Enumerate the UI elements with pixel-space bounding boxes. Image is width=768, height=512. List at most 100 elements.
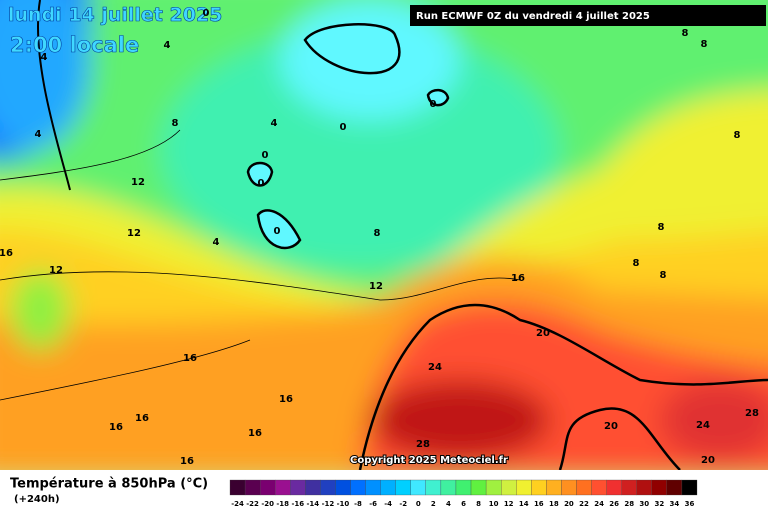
color-swatch	[531, 479, 547, 496]
scale-tick-label: 18	[549, 500, 559, 508]
scale-tick-label: 8	[476, 500, 481, 508]
color-swatch	[305, 479, 321, 496]
color-swatch	[350, 479, 366, 496]
contour-label: 20	[536, 328, 550, 339]
scale-tick-label: 32	[654, 500, 664, 508]
valid-time: 2:00 locale	[10, 33, 139, 57]
run-banner	[410, 5, 766, 26]
contour-label: 4	[35, 129, 42, 140]
color-swatch	[561, 479, 577, 496]
contour-label: 8	[633, 258, 640, 269]
contour-label: 12	[127, 228, 141, 239]
contour-label: 16	[511, 273, 525, 284]
contour-label: 8	[734, 130, 741, 141]
color-swatch	[410, 479, 426, 496]
color-swatch	[244, 479, 261, 496]
scale-tick-label: 28	[624, 500, 634, 508]
contour-label: 0	[274, 226, 281, 237]
contour-label: 8	[701, 39, 708, 50]
scale-tick-label: 0	[416, 500, 421, 508]
scale-tick-label: -12	[322, 500, 335, 508]
color-swatch	[651, 479, 668, 496]
color-swatch	[440, 479, 457, 496]
contour-label: 16	[0, 248, 13, 259]
scale-tick-label: 10	[489, 500, 499, 508]
contours	[0, 0, 768, 471]
color-swatch	[259, 479, 276, 496]
contour-label: 16	[248, 428, 262, 439]
scale-tick-label: -6	[369, 500, 377, 508]
contour-label: 0	[262, 150, 269, 161]
scale-tick-label: 6	[461, 500, 466, 508]
scale-tick-label: -4	[384, 500, 392, 508]
contour-label: 28	[745, 408, 759, 419]
color-swatch	[606, 479, 622, 496]
color-swatch	[576, 479, 592, 496]
contour-label: 0	[258, 178, 265, 189]
scale-tick-label: -18	[276, 500, 289, 508]
scale-tick-label: 36	[685, 500, 695, 508]
contour-labels: 0 4 4 4 8 12 4 0 0 0 0 0 12 4 8 16 12 12 16 20 16 24 16 16 16 16 2…	[0, 8, 759, 467]
scale-tick-label: -8	[354, 500, 362, 508]
contour-label: 4	[213, 237, 220, 248]
scale-tick-label: -10	[337, 500, 350, 508]
color-swatch	[425, 479, 442, 496]
contour-label: 4	[41, 52, 48, 63]
scale-tick-label: 34	[670, 500, 680, 508]
contour-label: 8	[658, 222, 665, 233]
color-swatch	[275, 479, 291, 496]
contour-label: 20	[604, 421, 618, 432]
contour-label: 0	[203, 8, 210, 19]
scale-tick-label: -22	[246, 500, 259, 508]
lead-time: (+240h)	[14, 494, 60, 505]
scale-tick-label: 22	[579, 500, 589, 508]
color-swatch	[365, 479, 381, 496]
color-scale: -24 -22 -20 -18 -16 -14 -12 -10 -8 -6 -4 -2 0 2 4 6 8 10 1…	[229, 479, 698, 508]
contour-label: 20	[701, 455, 715, 466]
contour-label: 4	[271, 118, 278, 129]
contour-label: 0	[340, 122, 347, 133]
scale-tick-label: 26	[609, 500, 619, 508]
color-swatch	[455, 479, 472, 496]
scale-tick-label: 4	[446, 500, 451, 508]
contour-label: 16	[183, 353, 197, 364]
contour-label: 8	[660, 270, 667, 281]
scale-tick-label: -20	[261, 500, 274, 508]
color-swatch	[380, 479, 396, 496]
contour-label: 24	[696, 420, 710, 431]
contour-label: 0	[430, 99, 437, 110]
contour-label: 12	[369, 281, 383, 292]
scale-tick-label: -24	[231, 500, 244, 508]
scale-tick-label: 16	[534, 500, 544, 508]
scale-tick-label: 24	[594, 500, 604, 508]
color-swatch	[666, 479, 683, 496]
color-swatch	[516, 479, 532, 496]
color-swatch	[621, 479, 637, 496]
scale-tick-label: 14	[519, 500, 529, 508]
color-swatch	[229, 479, 246, 496]
color-swatch	[320, 479, 336, 496]
contour-label: 4	[164, 40, 171, 51]
legend-title: Température à 850hPa (°C)	[10, 477, 208, 492]
contour-label: 16	[109, 422, 123, 433]
color-swatch	[501, 479, 517, 496]
contour-label: 16	[135, 413, 149, 424]
scale-tick-label: 2	[431, 500, 436, 508]
color-swatch	[290, 479, 306, 496]
contour-label: 28	[416, 439, 430, 450]
scale-tick-label: 20	[564, 500, 574, 508]
contour-label: 8	[172, 118, 179, 129]
color-swatch	[636, 479, 652, 496]
contour-label: 24	[428, 362, 442, 373]
contour-label: 16	[279, 394, 293, 405]
scale-tick-label: -14	[307, 500, 320, 508]
run-info: Run ECMWF 0Z du vendredi 4 juillet 2025	[416, 11, 650, 22]
color-swatch	[546, 479, 562, 496]
color-swatch	[470, 479, 487, 496]
contour-label: 16	[180, 456, 194, 467]
scale-tick-label: -2	[399, 500, 407, 508]
contour-label: 12	[131, 177, 145, 188]
scale-tick-label: -16	[291, 500, 304, 508]
